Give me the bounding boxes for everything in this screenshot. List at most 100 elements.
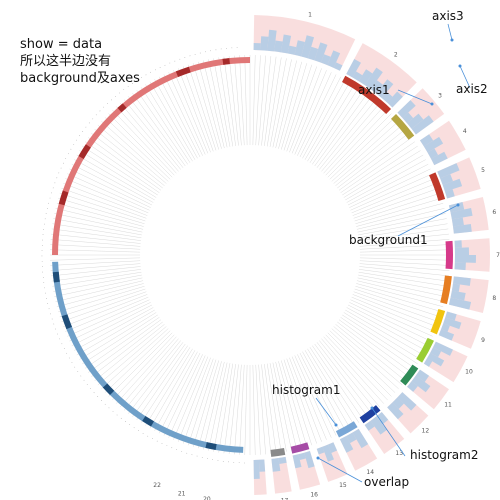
callout-arrow-head — [370, 406, 374, 410]
spoke-line — [359, 244, 450, 250]
spoke-line — [359, 269, 449, 282]
histogram-bar — [327, 442, 338, 453]
background-panel — [346, 43, 417, 108]
spoke-line — [55, 208, 144, 230]
spoke-line — [356, 208, 445, 230]
tick-label: · — [53, 325, 57, 331]
spoke-line — [346, 307, 426, 351]
tick-label: · — [113, 93, 119, 98]
spoke-line — [234, 55, 242, 146]
tick-label: · — [69, 359, 74, 365]
chromosome-segment — [390, 113, 415, 140]
histogram-bar — [451, 217, 464, 227]
radial-spokes: ········································… — [41, 46, 450, 464]
spoke-line — [56, 283, 144, 307]
spoke-line — [297, 74, 337, 156]
histogram-bar — [402, 112, 414, 124]
spoke-line — [349, 168, 431, 208]
tick-label: · — [177, 57, 183, 61]
spoke-line — [291, 356, 327, 440]
histogram-bar — [415, 369, 430, 382]
spoke-line — [289, 357, 322, 442]
tick-label: · — [109, 408, 115, 413]
histogram-bar — [442, 178, 463, 192]
tick-label: · — [121, 86, 127, 91]
spoke-line — [258, 364, 266, 455]
spoke-line — [54, 277, 143, 297]
spoke-line — [61, 291, 147, 322]
tick-label: · — [168, 446, 174, 450]
spoke-line — [145, 84, 193, 162]
spoke-line — [304, 350, 351, 429]
spoke-line — [359, 239, 450, 247]
spoke-line — [343, 312, 421, 360]
spoke-line — [281, 63, 307, 150]
chromosome-segment — [400, 364, 419, 386]
tick-label: · — [188, 453, 194, 457]
histogram-bar — [381, 91, 393, 103]
tick-label: · — [41, 242, 43, 248]
tick-label: · — [90, 115, 95, 121]
callout-arrows — [315, 23, 471, 483]
tick-label: · — [117, 415, 123, 420]
spoke-line — [356, 203, 444, 227]
spoke-line — [119, 102, 179, 172]
spoke-line — [50, 239, 141, 247]
spoke-line — [331, 328, 399, 389]
tick-label: · — [42, 279, 45, 285]
chromosome-label: 2 — [394, 51, 398, 58]
spoke-line — [91, 133, 163, 189]
spoke-line — [359, 260, 450, 266]
spoke-line — [108, 332, 173, 397]
tick-label: · — [53, 179, 57, 185]
spoke-line — [239, 55, 245, 146]
tick-label: · — [41, 236, 43, 242]
spoke-line — [261, 56, 272, 146]
spoke-line — [183, 66, 214, 152]
spoke-line — [63, 294, 148, 327]
tick-label: · — [109, 96, 115, 101]
spoke-line — [218, 57, 233, 147]
tick-label: · — [59, 164, 63, 170]
chromosome-label: 9 — [481, 337, 485, 344]
histogram-bar — [364, 420, 375, 431]
spoke-line — [357, 277, 446, 297]
spoke-line — [59, 193, 146, 222]
tick-label: · — [172, 59, 178, 63]
spoke-line — [218, 363, 233, 453]
spoke-line — [88, 137, 162, 191]
spoke-line — [307, 84, 355, 162]
spoke-line — [178, 357, 211, 442]
histogram-bar — [370, 80, 383, 94]
spoke-line — [69, 302, 151, 342]
callout-arrow — [397, 204, 459, 237]
spoke-line — [97, 124, 167, 184]
spoke-line — [208, 59, 228, 148]
tick-label: · — [55, 174, 59, 180]
spoke-line — [58, 198, 145, 224]
tick-label: · — [229, 46, 235, 48]
ideogram-band-dark — [58, 190, 69, 206]
spoke-line — [50, 263, 141, 271]
spoke-line — [51, 266, 141, 277]
histogram-bar — [450, 290, 466, 301]
tick-label: · — [219, 460, 225, 463]
chromosome-label: 1 — [308, 11, 312, 18]
spoke-line — [51, 228, 141, 241]
callout-axis1: axis1 — [358, 83, 390, 97]
spoke-line — [79, 150, 157, 198]
histogram-bar — [448, 202, 465, 213]
spoke-line — [65, 178, 149, 214]
spoke-line — [314, 93, 368, 167]
spoke-line — [307, 348, 355, 426]
callout-axis2: axis2 — [456, 82, 488, 96]
tick-label: · — [105, 100, 111, 106]
spoke-line — [104, 330, 171, 393]
chromosome-segment — [430, 309, 446, 335]
ideogram-red-arc — [52, 57, 251, 256]
spoke-line — [188, 359, 217, 446]
spoke-line — [67, 173, 150, 211]
tick-label: · — [204, 457, 210, 460]
spoke-line — [85, 141, 160, 193]
